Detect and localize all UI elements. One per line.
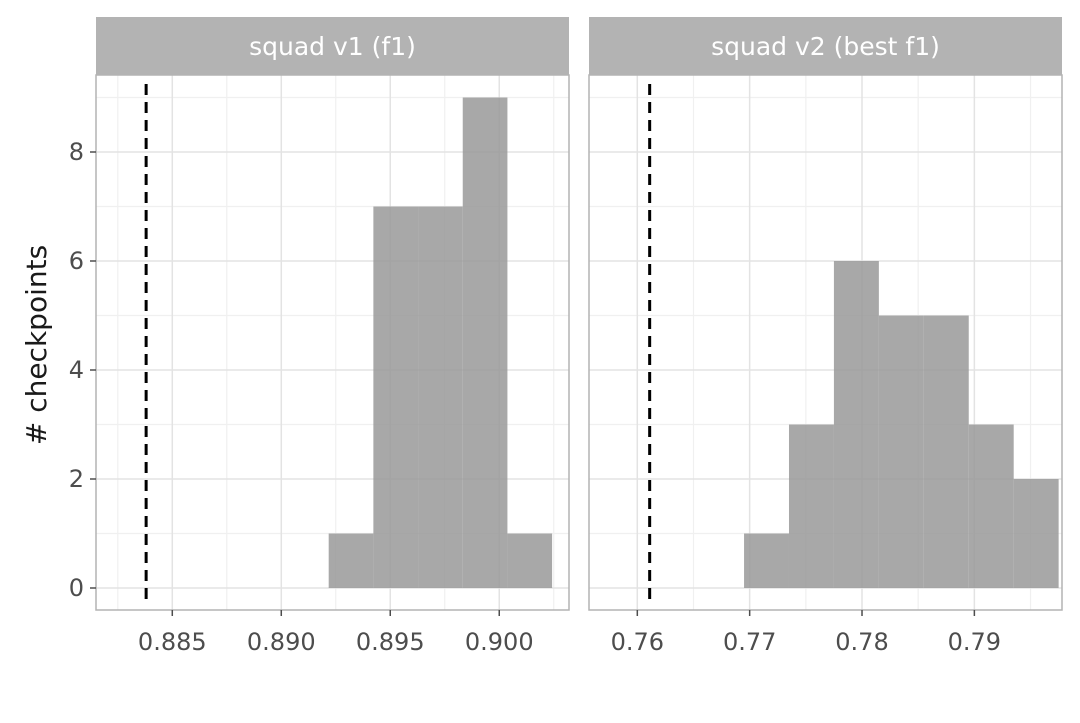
histogram-bar — [462, 97, 508, 588]
panel-border — [588, 74, 1063, 611]
facet-strip-title: squad v1 (f1) — [249, 32, 416, 61]
x-tick-label: 0.76 — [611, 628, 664, 656]
y-axis-title: # checkpoints — [20, 245, 53, 445]
histogram-bar — [878, 315, 924, 588]
y-tick-label: 6 — [69, 247, 84, 275]
y-tick-label: 0 — [69, 574, 84, 602]
histogram-bar — [833, 261, 879, 588]
histogram-bar — [418, 206, 463, 588]
x-tick-label: 0.895 — [356, 628, 425, 656]
facet-strip-title: squad v2 (best f1) — [711, 32, 940, 61]
y-tick-label: 4 — [69, 356, 84, 384]
x-tick-label: 0.79 — [948, 628, 1001, 656]
y-tick-label: 2 — [69, 465, 84, 493]
x-tick-label: 0.900 — [465, 628, 534, 656]
histogram-bar — [1013, 479, 1059, 588]
histogram-bar — [328, 533, 374, 588]
histogram-bar — [744, 533, 789, 588]
panel-border — [95, 74, 570, 611]
panel-2: squad v2 (best f1) 0.76 0.77 0.78 0.79 — [588, 17, 1063, 656]
histogram-bar — [788, 424, 834, 588]
facet-strip — [589, 17, 1062, 75]
x-tick-label: 0.77 — [723, 628, 776, 656]
histogram-bar — [507, 533, 553, 588]
histogram-bar — [373, 206, 419, 588]
y-tick-label: 8 — [69, 138, 84, 166]
histogram-bar — [923, 315, 969, 588]
x-tick-label: 0.78 — [835, 628, 888, 656]
y-axis: 0 2 4 6 8 — [69, 138, 96, 602]
x-tick-label: 0.885 — [138, 628, 207, 656]
histogram-bar — [968, 424, 1014, 588]
panel-1: squad v1 (f1) 0.885 0.890 0.895 0.900 — [95, 17, 570, 656]
facet-strip — [96, 17, 569, 75]
x-tick-label: 0.890 — [247, 628, 316, 656]
